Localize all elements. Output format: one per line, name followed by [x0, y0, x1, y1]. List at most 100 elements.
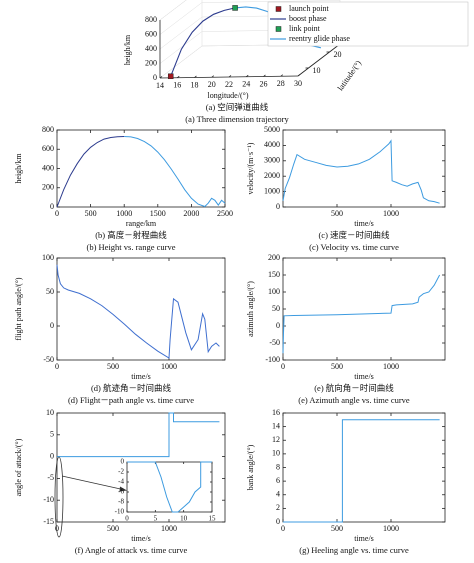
y-tick-label: 4000 — [264, 140, 280, 149]
x-tick-label: 1000 — [383, 524, 399, 533]
point-marker — [167, 73, 174, 80]
y-tick-label: 4 — [276, 490, 280, 499]
x-axis-label: time/s — [354, 372, 374, 381]
caption: (c) 速度－时间曲线 — [318, 230, 390, 240]
grid-line — [159, 16, 203, 50]
y-tick-label: 100 — [42, 253, 54, 262]
caption: (e) Azimuth angle vs. time curve — [298, 395, 410, 405]
plot-frame — [282, 129, 446, 208]
caption: (e) 航向角－时间曲线 — [314, 383, 394, 393]
x-tick-label: 18 — [191, 80, 199, 89]
box-edge — [159, 0, 187, 21]
x-tick-label: 2500 — [217, 209, 233, 218]
data-line — [283, 419, 440, 523]
x-axis-label: range/km — [126, 219, 157, 228]
y-tick-label: -4 — [118, 478, 124, 486]
x-tick-label: 500 — [331, 362, 343, 371]
y-tick-label: 50 — [272, 304, 280, 313]
x-axis-label: longitude/(°) — [208, 91, 249, 100]
caption: (c) Velocity vs. time curve — [309, 242, 399, 252]
x-tick-label: 0 — [55, 524, 59, 533]
y-axis-label: bank angle/(°) — [246, 444, 255, 490]
caption: (f) Angle of attack vs. time curve — [75, 545, 188, 555]
z-tick-label: 400 — [145, 44, 157, 53]
y-axis — [297, 43, 341, 77]
x-tick-label: 500 — [107, 362, 119, 371]
x-tick-label: 500 — [85, 209, 97, 218]
x-tick-label: 500 — [331, 209, 343, 218]
legend-label: reentry glide phase — [289, 34, 350, 43]
data-line — [127, 461, 212, 513]
caption: (b) 高度－射程曲线 — [95, 230, 167, 240]
y-tick-label: -10 — [43, 495, 54, 504]
x-tick-label: 14 — [156, 81, 164, 90]
x-tick-label: 0 — [281, 362, 285, 371]
y-tick-label: -8 — [118, 498, 124, 506]
legend-label: launch point — [289, 4, 330, 13]
y-tick-label: 200 — [268, 253, 280, 262]
x-axis-label: time/s — [354, 219, 374, 228]
x-axis-label: time/s — [354, 534, 374, 543]
z-tick-label: 0 — [153, 73, 157, 82]
x-tick-label: 1000 — [116, 209, 132, 218]
caption: (a) 空间弹道曲线 — [206, 102, 269, 112]
x-tick-label: 1000 — [383, 209, 399, 218]
z-tick-label: 200 — [145, 58, 157, 67]
legend-swatch — [275, 6, 282, 12]
y-tick-label: -2 — [118, 468, 124, 476]
y-tick-label: -15 — [43, 517, 54, 526]
grid-line — [159, 45, 203, 79]
y-tick-label: 5000 — [264, 125, 280, 134]
y-tick-label: 5 — [50, 430, 54, 439]
plot-frame — [56, 129, 226, 208]
y-tick-label: 0 — [276, 321, 280, 330]
y-tick-label: 10 — [272, 449, 280, 458]
y-tick-label: 3000 — [264, 156, 280, 165]
y-tick-label: -6 — [118, 488, 124, 496]
x-tick-label: 30 — [294, 79, 302, 88]
x-tick-label: 0 — [281, 524, 285, 533]
y-tick-label: 800 — [42, 125, 54, 134]
y-tick-label: 10 — [46, 408, 54, 417]
grid-line — [159, 0, 187, 21]
y-tick-label: 6 — [276, 476, 280, 485]
x-tick-label: 1500 — [150, 209, 166, 218]
plot-frame — [282, 412, 446, 523]
y-tick-label: -10 — [115, 508, 125, 516]
trajectory — [170, 7, 236, 77]
y-tick-label: 10 — [313, 66, 321, 75]
y-tick-label: 0 — [276, 202, 280, 211]
y-tick-label: 20 — [334, 50, 342, 59]
y-tick-label: 8 — [276, 462, 280, 471]
caption: (a) Three dimension trajectory — [185, 114, 289, 124]
x-axis-label: time/s — [131, 372, 151, 381]
y-tick-label: -100 — [265, 355, 280, 364]
caption: (g) Heeling angle vs. time curve — [299, 545, 409, 555]
y-axis-label: flight path angle/(°) — [14, 277, 23, 341]
plot-frame — [56, 412, 226, 523]
x-tick-label: 1000 — [383, 362, 399, 371]
y-tick-label: 400 — [42, 163, 54, 172]
legend-label: boost phase — [289, 14, 327, 23]
data-line — [282, 274, 441, 354]
y-axis-label: velocity/(m·s⁻¹) — [246, 142, 255, 194]
x-tick-label: 0 — [55, 209, 59, 218]
zoom-arrowhead — [119, 486, 127, 492]
x-tick-label: 15 — [209, 515, 217, 523]
x-tick-label: 0 — [55, 362, 59, 371]
legend-label: link point — [289, 24, 321, 33]
x-tick-label: 22 — [225, 80, 233, 89]
y-axis-label: latitude/(°) — [336, 59, 364, 93]
y-tick-label: 0 — [50, 202, 54, 211]
data-line — [56, 136, 125, 208]
x-axis-label: time/s — [131, 534, 151, 543]
zoom-arrow — [61, 475, 126, 491]
z-tick-label: 600 — [145, 29, 157, 38]
x-tick-label: 1000 — [161, 524, 177, 533]
caption: (d) Flight－path angle vs. time curve — [68, 395, 194, 405]
legend-box — [267, 1, 469, 47]
x-tick-label: 2000 — [183, 209, 199, 218]
grid-line — [159, 2, 203, 35]
x-axis — [159, 75, 299, 79]
x-tick-label: 0 — [125, 515, 129, 523]
